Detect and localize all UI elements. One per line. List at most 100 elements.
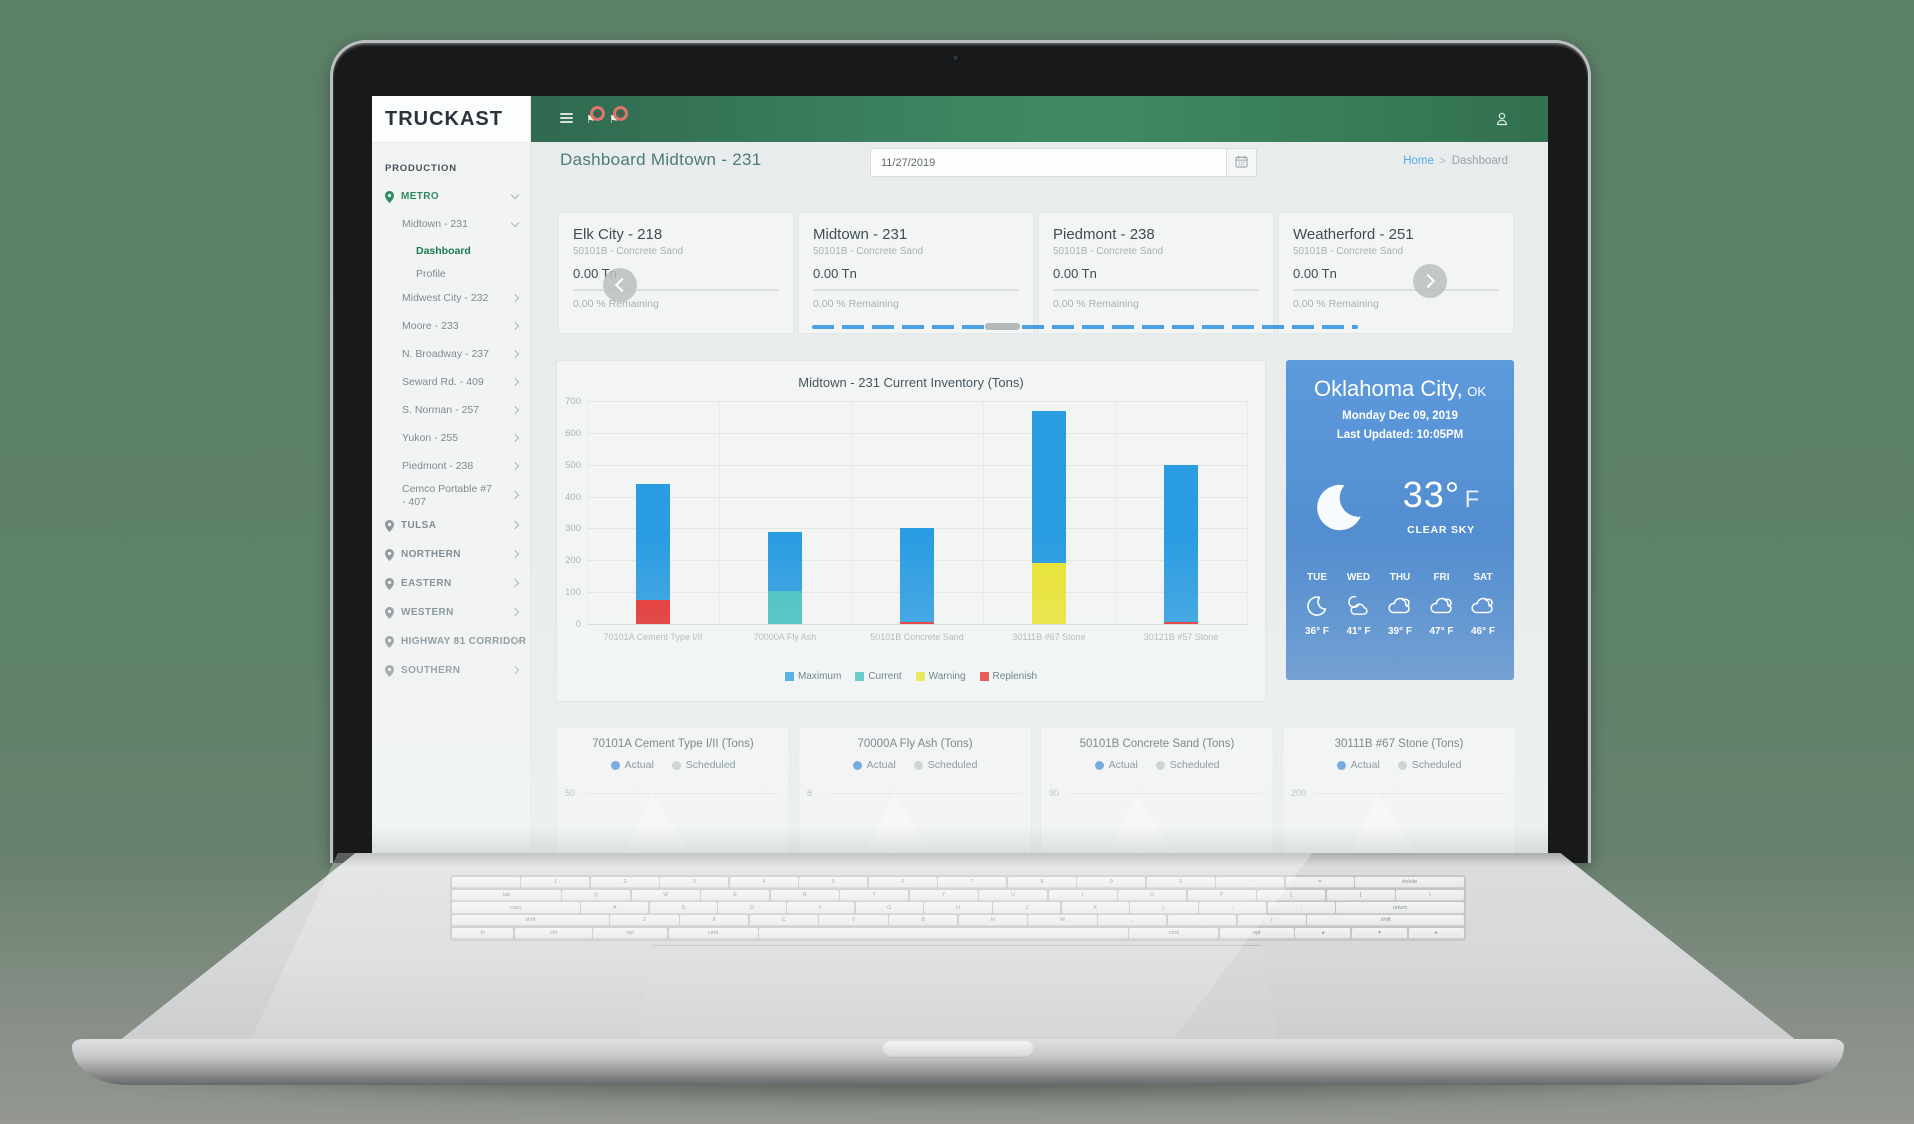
plant-card-elk-city-218[interactable]: Elk City - 218 50101B - Concrete Sand 0.00… — [558, 212, 794, 334]
keyboard-key: [ — [1257, 889, 1326, 901]
legend-label: Scheduled — [685, 759, 736, 771]
keyboard-key: J — [993, 902, 1061, 914]
sidebar-item-midtown-231[interactable]: Midtown - 231 — [372, 211, 530, 239]
forecast-day-thu: THU 39° F — [1383, 572, 1417, 637]
legend-dot — [852, 760, 862, 770]
hamburger-menu-icon[interactable] — [560, 113, 573, 124]
location-pin-icon — [385, 548, 394, 561]
carousel-scrollbar-track[interactable] — [812, 325, 1358, 329]
sidebar-item-western[interactable]: WESTERN — [372, 598, 530, 627]
sidebar-item-northern[interactable]: NORTHERN — [372, 540, 530, 569]
chevron-right-icon — [510, 490, 520, 500]
bar-segment-replenish — [636, 600, 670, 624]
forecast-day-wed: WED 41° F — [1342, 572, 1376, 637]
location-pin-icon — [385, 664, 394, 677]
sidebar-item-profile[interactable]: Profile — [372, 262, 530, 285]
keyboard-key: opt — [1219, 927, 1294, 940]
bar-segment-maximum — [768, 531, 802, 591]
sidebar-item-cemco-portable-7-407[interactable]: Cemco Portable #7 - 407 — [372, 481, 530, 511]
y-axis-tick: 600 — [565, 427, 581, 439]
calendar-button[interactable] — [1226, 149, 1256, 176]
sidebar-item-tulsa[interactable]: TULSA — [372, 511, 530, 540]
keyboard-key: \ — [1396, 889, 1465, 901]
plant-card-weatherford-251[interactable]: Weatherford - 251 50101B - Concrete Sand 0… — [1278, 212, 1514, 334]
carousel-scrollbar-thumb[interactable] — [985, 323, 1020, 330]
forecast-day-sat: SAT 46° F — [1466, 572, 1500, 637]
mini-chart-legend: Actual Scheduled — [799, 759, 1031, 771]
mini-legend-item-actual[interactable]: Actual — [610, 759, 654, 771]
app-logo: TRUCKAST — [372, 96, 530, 143]
sidebar-item-southern[interactable]: SOUTHERN — [372, 656, 530, 685]
breadcrumb-home-link[interactable]: Home — [1403, 155, 1434, 167]
keyboard-key: tab — [452, 889, 561, 901]
mini-area-shape — [1096, 794, 1191, 857]
mini-legend-item-actual[interactable]: Actual — [1336, 759, 1380, 771]
sidebar-item-metro[interactable]: METRO — [372, 182, 530, 211]
sidebar-item-label: S. Norman - 257 — [402, 404, 480, 417]
date-input[interactable] — [871, 149, 1226, 176]
forecast-day-label: SAT — [1473, 572, 1493, 583]
keyboard-key: H — [924, 902, 992, 914]
legend-item-replenish[interactable]: Replenish — [979, 671, 1037, 682]
plant-card-piedmont-238[interactable]: Piedmont - 238 50101B - Concrete Sand 0.00… — [1038, 212, 1274, 334]
forecast-temp: 46° F — [1470, 626, 1495, 637]
keyboard-key: 2 — [590, 877, 659, 889]
sidebar-item-yukon-255[interactable]: Yukon - 255 — [372, 425, 530, 453]
mini-legend-item-scheduled[interactable]: Scheduled — [671, 759, 736, 771]
sidebar-item-moore-233[interactable]: Moore - 233 — [372, 313, 530, 341]
mini-legend-item-scheduled[interactable]: Scheduled — [1397, 759, 1461, 771]
card-progress-bar — [1053, 289, 1259, 291]
mini-gridline — [1313, 793, 1505, 794]
mini-legend-item-actual[interactable]: Actual — [1094, 759, 1138, 771]
mini-legend-item-actual[interactable]: Actual — [852, 759, 896, 771]
plant-card-midtown-231[interactable]: Midtown - 231 50101B - Concrete Sand 0.00 … — [798, 212, 1034, 334]
sidebar-item-piedmont-238[interactable]: Piedmont - 238 — [372, 453, 530, 481]
flag-badge-icon[interactable]: ⚑ — [586, 106, 605, 128]
legend-label: Warning — [928, 671, 966, 682]
sidebar-item-s-norman-257[interactable]: S. Norman - 257 — [372, 397, 530, 425]
mini-chart-title: 70101A Cement Type I/II (Tons) — [592, 738, 754, 750]
user-icon[interactable] — [1494, 111, 1510, 132]
keyboard-key: N — [958, 915, 1027, 927]
bar-segment-maximum — [636, 483, 670, 601]
mini-legend-item-scheduled[interactable]: Scheduled — [913, 759, 977, 771]
weather-date: Monday Dec 09, 2019 — [1342, 410, 1458, 422]
moon-icon — [1300, 591, 1334, 621]
carousel-next-button[interactable] — [1413, 264, 1447, 298]
weather-city: Oklahoma City, — [1314, 376, 1463, 401]
keyboard-row: caps A S D F G H J K L; ' return — [452, 902, 1464, 914]
chevron-right-icon — [510, 405, 520, 415]
sidebar-item-seward-rd-409[interactable]: Seward Rd. - 409 — [372, 369, 530, 397]
mini-legend-item-scheduled[interactable]: Scheduled — [1155, 759, 1219, 771]
legend-dot — [1397, 760, 1407, 770]
legend-item-maximum[interactable]: Maximum — [784, 671, 841, 682]
card-subtitle: 50101B - Concrete Sand — [1053, 246, 1164, 257]
sidebar-item-eastern[interactable]: EASTERN — [372, 569, 530, 598]
mini-chart-30111b-67-stone-tons: 30111B #67 Stone (Tons) Actual Scheduled 20… — [1282, 727, 1516, 857]
keyboard-key: ` — [452, 877, 520, 889]
weather-state: OK — [1467, 384, 1486, 399]
legend-item-current[interactable]: Current — [855, 671, 902, 682]
breadcrumb: Home > Dashboard — [1403, 155, 1508, 167]
sidebar-item-midwest-city-232[interactable]: Midwest City - 232 — [372, 285, 530, 313]
keyboard-key: shift — [1307, 915, 1465, 927]
carousel-prev-button[interactable] — [603, 268, 637, 302]
keyboard-key: 7 — [938, 877, 1007, 889]
forecast-temp: 41° F — [1346, 626, 1371, 637]
legend-dot — [913, 760, 923, 770]
keyboard-key: 9 — [1077, 877, 1146, 889]
keyboard-key: Y — [909, 889, 978, 901]
location-pin-icon — [385, 519, 394, 532]
legend-item-warning[interactable]: Warning — [915, 671, 966, 682]
card-remaining: 0.00 % Remaining — [813, 298, 899, 310]
legend-dot — [610, 760, 620, 770]
sidebar-item-highway-81-corridor[interactable]: HIGHWAY 81 CORRIDOR — [372, 627, 530, 656]
keyboard-row: ` 1 2 3 4 5 6 7 8 9 0- = delete — [452, 877, 1465, 889]
x-axis-label: 30121B #57 Stone — [1143, 632, 1219, 642]
chevron-right-icon — [510, 461, 520, 471]
sidebar-item-n-broadway-237[interactable]: N. Broadway - 237 — [372, 341, 530, 369]
sidebar-item-dashboard[interactable]: Dashboard — [372, 239, 530, 262]
sidebar-item-label: Seward Rd. - 409 — [402, 376, 484, 389]
breadcrumb-separator: > — [1439, 156, 1446, 167]
flag-badge-icon[interactable]: ⚑ — [609, 106, 628, 128]
